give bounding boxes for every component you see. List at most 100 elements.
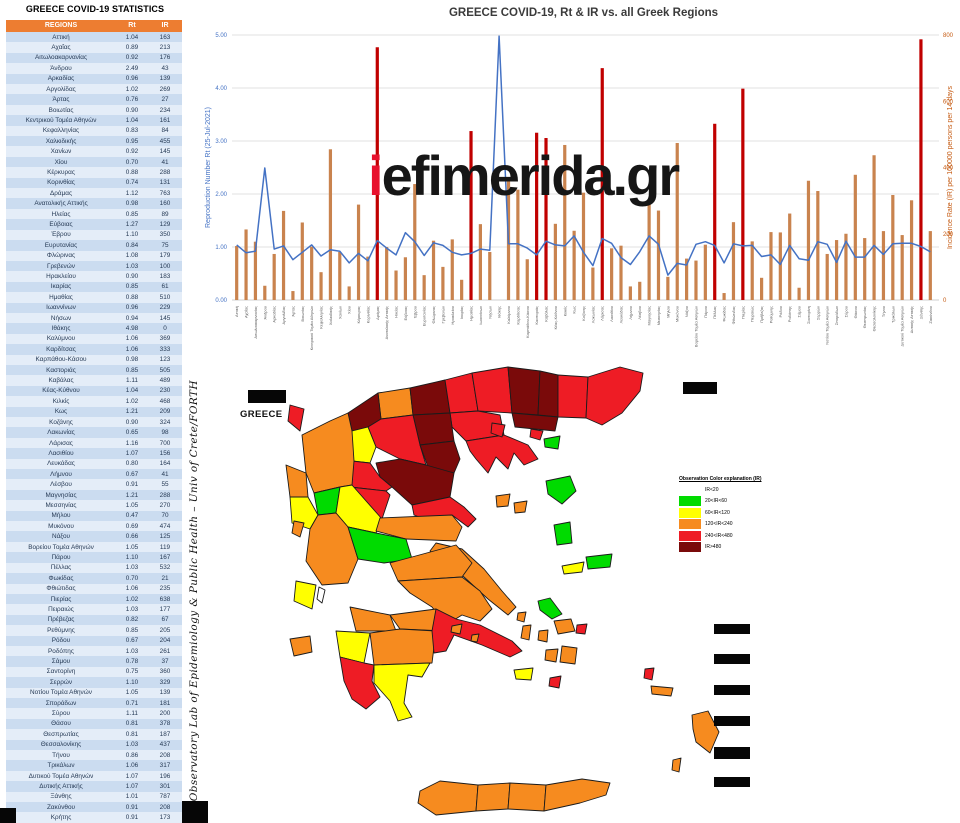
table-row: Άνδρου 2.49 43 xyxy=(6,63,182,74)
svg-text:Βοιωτίας: Βοιωτίας xyxy=(300,306,305,322)
svg-text:2.00: 2.00 xyxy=(215,192,227,198)
watermark-prefix: i xyxy=(368,144,384,207)
map-region xyxy=(347,526,413,564)
table-row: Λάρισας 1.16 700 xyxy=(6,437,182,449)
svg-text:Λήμνου: Λήμνου xyxy=(628,306,633,320)
svg-text:Σύρου: Σύρου xyxy=(843,306,848,317)
map-region xyxy=(417,780,479,816)
table-row: Δυτικού Τομέα Αθηνών 1.07 196 xyxy=(6,770,182,782)
table-row: Θεσσαλονίκης 1.03 437 xyxy=(6,739,182,750)
map-region xyxy=(520,624,532,641)
regions-table: REGIONS Rt IR Αττική 1.04 163 Αχαΐας 0.89 213… xyxy=(6,20,182,823)
map-region xyxy=(557,374,589,419)
map-region xyxy=(397,576,493,626)
svg-text:Χίου: Χίου xyxy=(347,306,352,314)
legend-item: 120<IR<240 xyxy=(679,519,797,531)
svg-text:Φωκίδας: Φωκίδας xyxy=(722,306,727,322)
table-row: Δράμας 1.12 763 xyxy=(6,188,182,199)
greece-choropleth-map xyxy=(285,366,720,816)
map-region xyxy=(671,757,682,773)
table-row: Έβρου 1.10 350 xyxy=(6,229,182,241)
svg-text:Ικαρίας: Ικαρίας xyxy=(459,306,464,319)
table-row: Αχαΐας 0.89 213 xyxy=(6,42,182,53)
svg-text:0.00: 0.00 xyxy=(215,298,227,304)
svg-text:Χαλκιδικής: Χαλκιδικής xyxy=(328,306,333,325)
svg-text:Εύβοιας: Εύβοιας xyxy=(403,306,408,321)
svg-text:Μυκόνου: Μυκόνου xyxy=(675,306,680,322)
table-row: Ημαθίας 0.88 510 xyxy=(6,292,182,303)
map-region xyxy=(559,645,578,665)
svg-text:Ιθάκης: Ιθάκης xyxy=(497,306,502,318)
svg-text:Πειραιώς: Πειραιώς xyxy=(750,306,755,322)
map-region xyxy=(409,379,451,416)
svg-text:Ηλείας: Ηλείας xyxy=(394,306,399,318)
legend-label: IR>480 xyxy=(705,544,722,551)
legend-label: 20<IR<60 xyxy=(705,498,727,505)
map-region xyxy=(375,514,463,542)
legend-swatch xyxy=(679,530,701,541)
table-row: Αργολίδας 1.02 269 xyxy=(6,84,182,95)
table-row: Ιωαννίνων 0.96 229 xyxy=(6,302,182,313)
table-row: Κεντρικού Τομέα Αθηνών 1.04 161 xyxy=(6,115,182,126)
table-row: Καρπάθου-Κάσου 0.98 123 xyxy=(6,354,182,365)
svg-text:Λευκάδας: Λευκάδας xyxy=(618,306,623,323)
map-region xyxy=(585,553,613,570)
svg-text:Χανίων: Χανίων xyxy=(337,306,342,319)
map-region xyxy=(316,586,326,604)
table-row: Ηρακλείου 0.90 183 xyxy=(6,271,182,282)
ir-color-legend: Observation Color explanation (IR) IR<20… xyxy=(679,476,797,553)
map-region xyxy=(650,685,674,697)
legend-item: 20<IR<60 xyxy=(679,496,797,508)
table-row: Θάσου 0.81 378 xyxy=(6,718,182,730)
legend-label: 240<IR<480 xyxy=(705,532,733,539)
map-region xyxy=(643,667,655,681)
svg-text:Δράμας: Δράμας xyxy=(375,306,380,320)
table-row: Νήσων 0.94 145 xyxy=(6,312,182,324)
svg-text:Αττική: Αττική xyxy=(234,306,239,317)
map-region xyxy=(291,520,305,538)
svg-text:Τρικάλων: Τρικάλων xyxy=(890,306,895,323)
svg-text:Ζακύνθου: Ζακύνθου xyxy=(928,306,933,324)
redaction-bar xyxy=(0,808,16,823)
table-row: Ικαρίας 0.85 61 xyxy=(6,281,182,293)
map-region xyxy=(529,428,544,441)
table-row: Φλώρινας 1.08 179 xyxy=(6,250,182,261)
table-row: Νάξου 0.66 125 xyxy=(6,531,182,542)
svg-text:Ηρακλείου: Ηρακλείου xyxy=(450,306,455,325)
legend-rows: IR<20 20<IR<60 60<IR<120 120<IR<240 240<IR<4… xyxy=(679,484,797,553)
svg-text:Πάρου: Πάρου xyxy=(703,306,708,318)
map-region xyxy=(349,606,397,632)
legend-swatch xyxy=(679,496,701,507)
map-region xyxy=(419,440,461,474)
svg-text:Μεσσηνίας: Μεσσηνίας xyxy=(656,306,661,325)
svg-text:Κοζάνης: Κοζάνης xyxy=(581,306,586,321)
svg-text:Αιτωλοακαρνανίας: Αιτωλοακαρνανίας xyxy=(253,306,258,339)
svg-text:Φλώρινας: Φλώρινας xyxy=(431,306,436,324)
map-region xyxy=(431,608,523,658)
svg-text:Θάσου: Θάσου xyxy=(853,306,858,318)
svg-text:200: 200 xyxy=(943,232,954,238)
table-row: Σαντορίνη 0.75 360 xyxy=(6,666,182,678)
table-row: Αττική 1.04 163 xyxy=(6,31,182,43)
svg-text:Κορινθίας: Κορινθίας xyxy=(365,306,370,323)
svg-text:Λέσβου: Λέσβου xyxy=(637,306,642,320)
map-region xyxy=(301,412,355,494)
svg-text:5.00: 5.00 xyxy=(215,33,227,39)
svg-text:Καβάλας: Καβάλας xyxy=(544,306,549,322)
legend-label: 60<IR<120 xyxy=(705,509,730,516)
table-row: Γρεβενών 1.03 100 xyxy=(6,260,182,272)
svg-text:Λάρισας: Λάρισας xyxy=(600,306,605,321)
table-row: Ρόδου 0.67 204 xyxy=(6,635,182,646)
table-row: Μήλου 0.47 70 xyxy=(6,510,182,522)
svg-text:Πέλλας: Πέλλας xyxy=(712,306,717,319)
svg-text:Φθιώτιδας: Φθιώτιδας xyxy=(731,306,736,324)
table-row: Πάρου 1.10 167 xyxy=(6,552,182,563)
col-regions: REGIONS xyxy=(44,22,78,30)
svg-text:Κιλκίς: Κιλκίς xyxy=(562,306,567,316)
svg-text:Τήνου: Τήνου xyxy=(881,306,886,317)
map-region xyxy=(471,366,513,414)
table-row: Νοτίου Τομέα Αθηνών 1.05 139 xyxy=(6,687,182,698)
legend-label: 120<IR<240 xyxy=(705,521,733,528)
svg-text:Βορείου Τομέα Αθηνών: Βορείου Τομέα Αθηνών xyxy=(693,306,698,347)
svg-text:Ρεθύμνης: Ρεθύμνης xyxy=(768,306,773,323)
